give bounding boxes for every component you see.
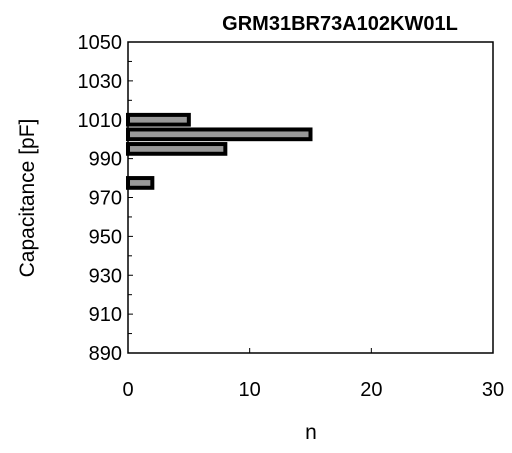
y-tick-label: 970 bbox=[89, 188, 122, 210]
histogram-bar bbox=[126, 142, 228, 156]
y-tick-label: 890 bbox=[89, 343, 122, 365]
y-tick-labels: 1050 1030 1010 990 970 950 930 910 890 bbox=[78, 32, 123, 365]
bars bbox=[126, 112, 313, 190]
y-tick-label: 1030 bbox=[78, 71, 123, 93]
histogram-bar bbox=[126, 112, 191, 127]
y-axis-label: Capacitance [pF] bbox=[16, 119, 39, 278]
histogram-bar bbox=[126, 127, 313, 142]
x-tick-label: 0 bbox=[122, 379, 133, 401]
x-tick-label: 30 bbox=[482, 379, 504, 401]
y-tick-label: 1050 bbox=[78, 32, 123, 54]
x-tick-labels: 0 10 20 30 bbox=[122, 379, 504, 401]
y-tick-label: 910 bbox=[89, 304, 122, 326]
histogram-bar bbox=[126, 176, 155, 190]
x-tick-label: 10 bbox=[239, 379, 261, 401]
y-tick-label: 930 bbox=[89, 265, 122, 287]
y-tick-label: 950 bbox=[89, 226, 122, 248]
plot-area-frame bbox=[127, 41, 494, 354]
chart-title: GRM31BR73A102KW01L bbox=[222, 13, 458, 35]
x-tick-label: 20 bbox=[360, 379, 382, 401]
y-tick-label: 990 bbox=[89, 149, 122, 171]
x-axis-label: n bbox=[305, 421, 317, 444]
y-tick-label: 1010 bbox=[78, 110, 123, 132]
